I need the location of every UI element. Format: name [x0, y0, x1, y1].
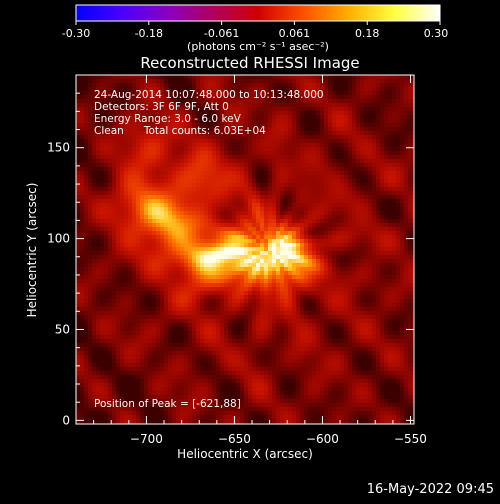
x-tick-label-3: −550 [394, 432, 427, 446]
footer-timestamp: 16-May-2022 09:45 [367, 482, 494, 497]
info-line-counts: Clean Total counts: 6.03E+04 [94, 125, 266, 137]
peak-position-label: Position of Peak = [-621,88] [94, 398, 241, 410]
colorbar-tick-label-4: 0.18 [355, 27, 380, 40]
x-tick-label-0: −700 [130, 432, 163, 446]
x-tick-label-1: −650 [218, 432, 251, 446]
y-axis-title: Heliocentric Y (arcsec) [25, 183, 39, 318]
colorbar-ticks [76, 21, 440, 25]
chart-title: Reconstructed RHESSI Image [140, 54, 359, 72]
x-axis-title: Heliocentric X (arcsec) [177, 447, 313, 461]
colorbar-tick-label-2: -0.061 [204, 27, 239, 40]
y-tick-label-2: 100 [47, 232, 70, 246]
colorbar-unit-label: (photons cm⁻² s⁻¹ asec⁻²) [187, 40, 329, 53]
x-tick-label-2: −600 [306, 432, 339, 446]
info-line-detectors: Detectors: 3F 6F 9F, Att 0 [94, 101, 229, 113]
colorbar-tick-label-0: -0.30 [62, 27, 90, 40]
y-tick-label-1: 50 [55, 322, 70, 336]
colorbar-tick-label-3: 0.061 [279, 27, 311, 40]
colorbar-tick-label-5: 0.30 [424, 27, 449, 40]
colorbar-tick-label-1: -0.18 [135, 27, 163, 40]
info-line-energy: Energy Range: 3.0 - 6.0 keV [94, 113, 242, 125]
info-line-time: 24-Aug-2014 10:07:48.000 to 10:13:48.000 [94, 89, 324, 101]
colorbar [76, 5, 440, 21]
y-tick-label-0: 0 [62, 413, 70, 427]
y-tick-label-3: 150 [47, 141, 70, 155]
